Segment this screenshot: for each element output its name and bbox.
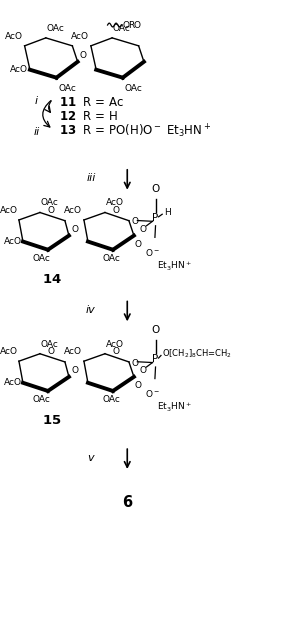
Text: O: O [134, 21, 141, 30]
Text: OAc: OAc [47, 24, 65, 33]
Text: $\mathbf{11}$  R = Ac: $\mathbf{11}$ R = Ac [59, 96, 124, 109]
Text: O: O [72, 366, 78, 375]
Text: O: O [132, 358, 138, 368]
Text: AcO: AcO [0, 206, 17, 215]
Text: O: O [139, 225, 146, 234]
Text: AcO: AcO [72, 31, 89, 40]
Text: O$^-$: O$^-$ [145, 247, 160, 258]
Text: AcO: AcO [5, 31, 23, 40]
Text: H: H [165, 209, 171, 218]
Text: iv: iv [86, 305, 96, 315]
Text: OAc: OAc [113, 24, 131, 33]
Text: Et$_3$HN$^+$: Et$_3$HN$^+$ [157, 260, 192, 273]
Text: AcO: AcO [105, 340, 124, 349]
Text: OAc: OAc [32, 395, 50, 404]
Text: $\mathbf{6}$: $\mathbf{6}$ [122, 494, 133, 510]
Text: OAc: OAc [58, 84, 76, 93]
Text: OAc: OAc [125, 84, 142, 93]
Text: AcO: AcO [10, 65, 28, 74]
Text: O$^-$: O$^-$ [145, 388, 160, 399]
Text: O: O [48, 206, 55, 215]
Text: AcO: AcO [3, 378, 22, 387]
Text: AcO: AcO [65, 347, 82, 356]
Text: ii: ii [33, 126, 39, 137]
Text: O[CH$_2$]$_8$CH=CH$_2$: O[CH$_2$]$_8$CH=CH$_2$ [162, 348, 232, 360]
Text: $\mathbf{13}$  R = PO(H)O$^-$ Et$_3$HN$^+$: $\mathbf{13}$ R = PO(H)O$^-$ Et$_3$HN$^+… [59, 122, 211, 140]
Text: P: P [152, 213, 159, 223]
Text: O: O [113, 206, 120, 215]
Text: iii: iii [86, 173, 95, 184]
Text: AcO: AcO [105, 198, 124, 207]
Text: O: O [139, 367, 146, 376]
Text: O: O [48, 347, 55, 356]
Text: OAc: OAc [41, 198, 58, 207]
Text: i: i [35, 96, 38, 106]
Text: Et$_3$HN$^+$: Et$_3$HN$^+$ [157, 401, 192, 414]
Text: $\mathbf{14}$: $\mathbf{14}$ [42, 273, 62, 286]
Text: P: P [152, 354, 159, 364]
Text: $\mathbf{15}$: $\mathbf{15}$ [42, 414, 61, 427]
Text: O: O [152, 184, 160, 194]
Text: OAc: OAc [102, 254, 120, 263]
Text: O: O [113, 347, 120, 356]
Text: OAc: OAc [41, 340, 58, 349]
Text: O: O [79, 51, 86, 60]
Text: OAc: OAc [102, 395, 120, 404]
Text: O: O [72, 225, 78, 234]
Text: OR: OR [123, 21, 136, 30]
Text: v: v [88, 453, 94, 463]
Text: O: O [135, 239, 142, 248]
Text: O: O [135, 381, 142, 390]
Text: OAc: OAc [32, 254, 50, 263]
Text: O: O [152, 325, 160, 335]
Text: AcO: AcO [3, 237, 22, 246]
Text: AcO: AcO [0, 347, 17, 356]
Text: $\mathbf{12}$  R = H: $\mathbf{12}$ R = H [59, 110, 118, 123]
Text: AcO: AcO [65, 206, 82, 215]
Text: O: O [132, 217, 138, 227]
